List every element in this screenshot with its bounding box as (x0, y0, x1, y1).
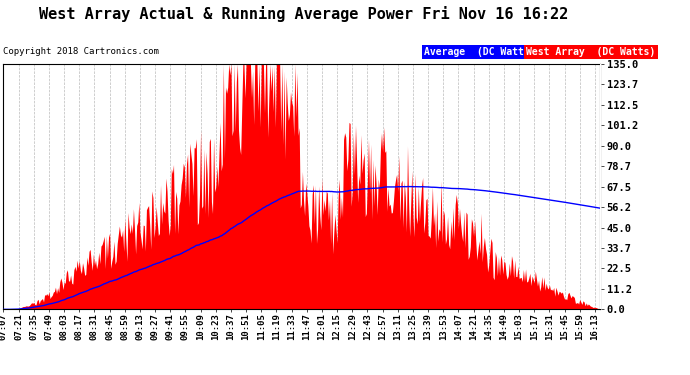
Text: Copyright 2018 Cartronics.com: Copyright 2018 Cartronics.com (3, 47, 159, 56)
Text: West Array Actual & Running Average Power Fri Nov 16 16:22: West Array Actual & Running Average Powe… (39, 6, 569, 22)
Text: West Array  (DC Watts): West Array (DC Watts) (526, 47, 656, 57)
Text: Average  (DC Watts): Average (DC Watts) (424, 47, 536, 57)
